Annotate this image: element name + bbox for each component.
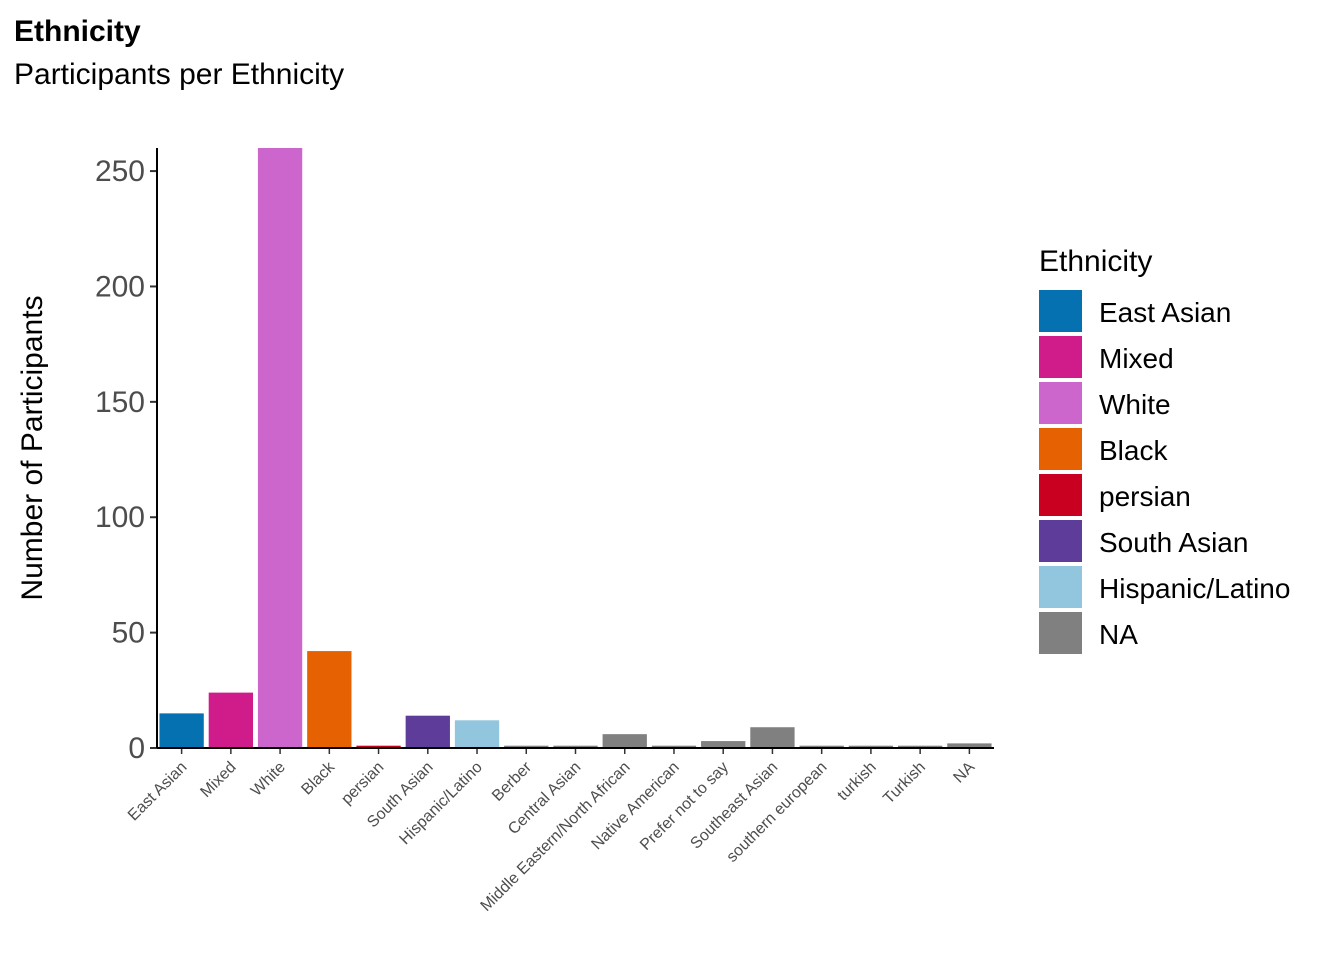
bar xyxy=(504,745,549,748)
legend-entries: East Asian Mixed White Black persian South As… xyxy=(1039,290,1290,654)
y-tick-label: 250 xyxy=(95,155,145,188)
legend-label: persian xyxy=(1099,481,1191,512)
legend: Ethnicity East Asian Mixed White Black persi… xyxy=(1039,245,1290,654)
bar xyxy=(947,743,992,748)
bar xyxy=(159,713,204,748)
bar xyxy=(257,148,303,748)
bar xyxy=(405,715,450,748)
legend-swatch xyxy=(1039,290,1082,332)
bar xyxy=(750,727,795,748)
legend-swatch xyxy=(1039,382,1082,424)
bar xyxy=(307,651,352,748)
legend-label: Hispanic/Latino xyxy=(1099,573,1290,604)
legend-swatch xyxy=(1039,520,1082,562)
y-tick-label: 0 xyxy=(128,732,145,765)
bar xyxy=(356,745,401,748)
x-tick-label: Southeast Asian xyxy=(687,759,781,853)
chart-subtitle: Participants per Ethnicity xyxy=(14,58,344,91)
bar xyxy=(897,745,943,748)
x-tick-label: Berber xyxy=(489,758,535,804)
legend-swatch xyxy=(1039,336,1082,378)
y-tick-label: 200 xyxy=(95,270,145,303)
bar xyxy=(602,734,647,748)
legend-label: Mixed xyxy=(1099,343,1174,374)
x-tick-label: NA xyxy=(950,759,978,787)
x-tick-label: East Asian xyxy=(125,759,190,824)
legend-swatch xyxy=(1039,474,1082,516)
bar xyxy=(848,745,894,748)
bar xyxy=(701,741,746,748)
x-tick-label: Turkish xyxy=(880,759,929,808)
legend-label: White xyxy=(1099,389,1171,420)
legend-label: NA xyxy=(1099,619,1138,650)
x-tick-label: persian xyxy=(338,759,387,808)
y-tick-label: 100 xyxy=(95,501,145,534)
legend-label: Black xyxy=(1099,435,1168,466)
x-tick-label: White xyxy=(248,759,289,800)
x-tick-label: Black xyxy=(298,758,338,798)
bar xyxy=(799,745,844,748)
y-axis-ticks: 0 50 100 150 200 250 xyxy=(95,155,157,765)
bar xyxy=(651,745,697,748)
bar xyxy=(208,692,254,748)
y-tick-label: 150 xyxy=(95,386,145,419)
legend-label: East Asian xyxy=(1099,297,1231,328)
legend-title: Ethnicity xyxy=(1039,245,1152,278)
bar xyxy=(553,745,598,748)
legend-swatch xyxy=(1039,428,1082,470)
x-tick-label: Prefer not to say xyxy=(637,759,732,854)
x-tick-label: turkish xyxy=(834,759,879,804)
chart-title: Ethnicity xyxy=(14,15,141,48)
legend-swatch xyxy=(1039,566,1082,608)
bar xyxy=(454,720,500,748)
y-axis-label: Number of Participants xyxy=(16,295,49,600)
legend-swatch xyxy=(1039,612,1082,654)
y-tick-label: 50 xyxy=(112,617,145,650)
bars xyxy=(159,148,992,748)
x-tick-label: Native American xyxy=(588,759,682,853)
legend-label: South Asian xyxy=(1099,527,1248,558)
x-tick-label: Mixed xyxy=(197,759,239,801)
